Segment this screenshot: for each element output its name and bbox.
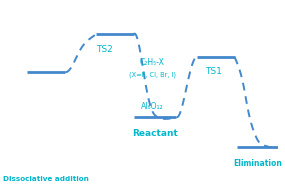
Text: Al₈O₁₂: Al₈O₁₂ [141, 102, 164, 111]
Text: Reactant: Reactant [132, 129, 178, 138]
Text: C₂H₅-X: C₂H₅-X [140, 58, 165, 67]
Text: TS1: TS1 [205, 67, 221, 76]
Text: (X=F, Cl, Br, I): (X=F, Cl, Br, I) [129, 72, 176, 78]
Text: Dissociative addition: Dissociative addition [3, 176, 89, 182]
Text: Elimination: Elimination [233, 159, 282, 168]
Text: TS2: TS2 [96, 45, 113, 54]
